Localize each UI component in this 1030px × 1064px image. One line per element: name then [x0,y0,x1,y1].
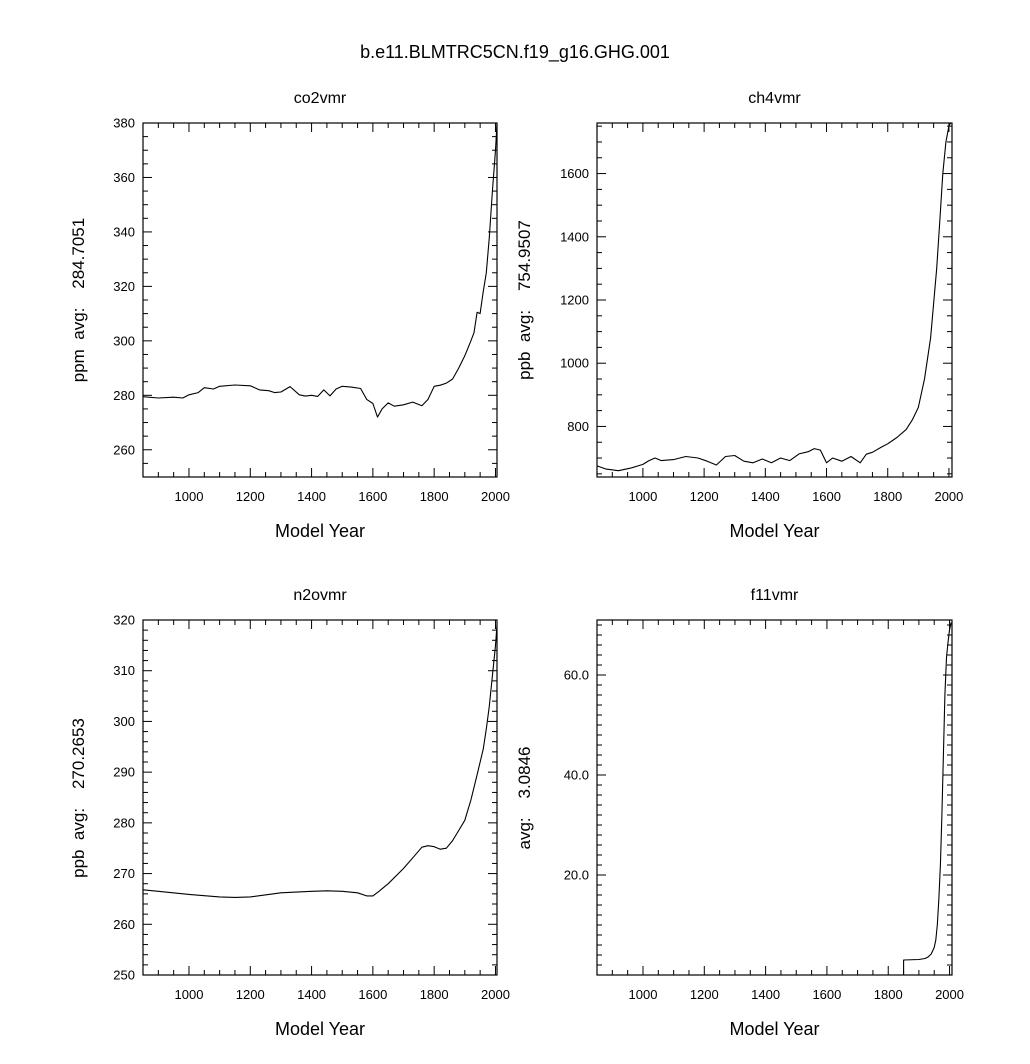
y-tick-label: 250 [113,968,135,983]
chart-panel-f11vmr: f11vmr 1000 1200 1400 1600 1800 2000 20.0 40.0 60… [515,587,964,1039]
plot-frame [142,122,498,478]
x-tick-label: 2000 [481,489,510,504]
y-axis-label: ppb avg: 754.9507 [515,220,534,380]
y-tick-label: 280 [113,388,135,403]
y-tick-label: 1200 [560,293,589,308]
chart-panel-co2vmr: co2vmr 1000 1200 1400 1600 1800 2000 260 280 300 3… [69,90,510,541]
y-tick-label: 260 [113,442,135,457]
x-tick-label: 1800 [874,987,903,1002]
panel-title: f11vmr [751,587,799,604]
y-tick-label: 320 [113,279,135,294]
plot-frame [142,619,498,976]
series-line-ch4vmr [596,122,951,472]
y-tick-label: 40.0 [564,768,589,783]
x-tick-label: 1800 [873,489,902,504]
y-tick-label: 340 [113,224,135,239]
x-axis-label: Model Year [729,521,819,541]
chart-panel-n2ovmr: n2ovmr 1000 1200 1400 1600 1800 2000 250 260 270 2… [69,587,510,1039]
x-tick-label: 1200 [690,987,719,1002]
y-tick-label: 1400 [560,229,589,244]
y-tick-label: 380 [113,116,135,131]
panel-title: ch4vmr [748,90,801,107]
y-axis-label: avg: 3.0846 [515,746,534,849]
x-tick-label: 1600 [358,489,387,504]
x-tick-label: 1600 [812,987,841,1002]
x-tick-label: 1200 [690,489,719,504]
y-tick-label: 1600 [560,166,589,181]
x-tick-label: 1400 [297,987,326,1002]
x-tick-label: 1800 [420,987,449,1002]
y-tick-label: 300 [113,333,135,348]
figure-title: b.e11.BLMTRC5CN.f19_g16.GHG.001 [360,42,670,63]
series-line-co2vmr [142,122,498,418]
plot-frame [596,619,953,976]
y-tick-label: 800 [567,419,589,434]
y-tick-label: 280 [113,815,135,830]
y-tick-label: 310 [113,663,135,678]
x-tick-label: 1600 [358,987,387,1002]
x-tick-label: 1400 [297,489,326,504]
x-axis-label: Model Year [729,1019,819,1039]
y-tick-label: 290 [113,765,135,780]
x-axis-label: Model Year [275,521,365,541]
series-line-f11vmr [903,622,952,975]
x-tick-label: 1600 [812,489,841,504]
y-axis-label: ppm avg: 284.7051 [69,218,88,382]
x-axis-label: Model Year [275,1019,365,1039]
y-tick-label: 320 [113,613,135,628]
plot-frame [596,122,953,478]
x-tick-label: 2000 [934,489,963,504]
x-tick-label: 2000 [935,987,964,1002]
x-tick-label: 1200 [236,489,265,504]
y-tick-label: 60.0 [564,668,589,683]
y-tick-label: 260 [113,917,135,932]
x-tick-label: 1000 [628,489,657,504]
x-tick-label: 1000 [175,489,204,504]
panel-title: n2ovmr [293,587,347,604]
chart-panel-ch4vmr: ch4vmr 1000 1200 1400 1600 1800 2000 800 1000 120… [515,90,963,541]
x-tick-label: 1400 [751,987,780,1002]
x-tick-label: 1400 [751,489,780,504]
y-axis-label: ppb avg: 270.2653 [69,718,88,878]
y-tick-label: 270 [113,866,135,881]
x-tick-label: 1000 [629,987,658,1002]
series-line-n2ovmr [142,625,498,898]
x-tick-label: 1800 [420,489,449,504]
x-tick-label: 2000 [481,987,510,1002]
panel-title: co2vmr [294,90,347,107]
y-tick-label: 20.0 [564,868,589,883]
y-tick-label: 360 [113,170,135,185]
y-tick-label: 1000 [560,356,589,371]
x-tick-label: 1000 [175,987,204,1002]
x-tick-label: 1200 [236,987,265,1002]
y-tick-label: 300 [113,714,135,729]
